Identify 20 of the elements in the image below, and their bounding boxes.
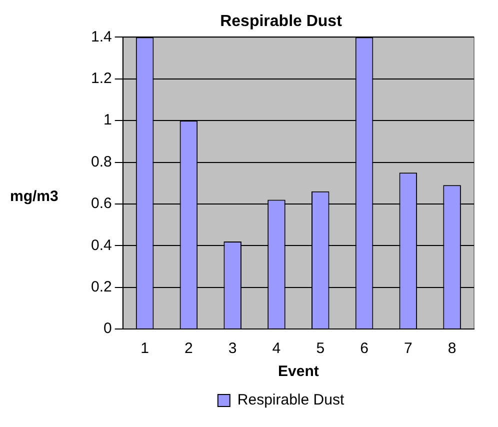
y-tick-label: 1.2 [90, 70, 112, 88]
legend-label: Respirable Dust [237, 392, 345, 409]
x-tick-label: 2 [184, 340, 193, 358]
x-tick-label: 5 [316, 340, 325, 358]
x-tick-label: 7 [404, 340, 412, 358]
y-tick-label: 0.6 [90, 195, 112, 212]
y-tick-label: 0.8 [90, 153, 112, 170]
x-axis-title: Event [278, 363, 319, 380]
x-tick-label: 3 [228, 340, 237, 358]
x-tick-label: 8 [448, 340, 456, 358]
x-tick-label: 6 [360, 340, 368, 358]
x-tick-label: 4 [272, 340, 281, 358]
y-axis-title: mg/m3 [10, 188, 58, 205]
y-tick-label: 1 [104, 112, 112, 129]
x-tick-label: 1 [140, 340, 149, 358]
y-tick-label: 0.4 [90, 236, 112, 254]
y-tick-label: 0.2 [90, 278, 112, 296]
y-tick-label: 1.4 [90, 28, 112, 46]
y-tick-label: 0 [104, 320, 112, 338]
chart-title: Respirable Dust [220, 13, 343, 30]
